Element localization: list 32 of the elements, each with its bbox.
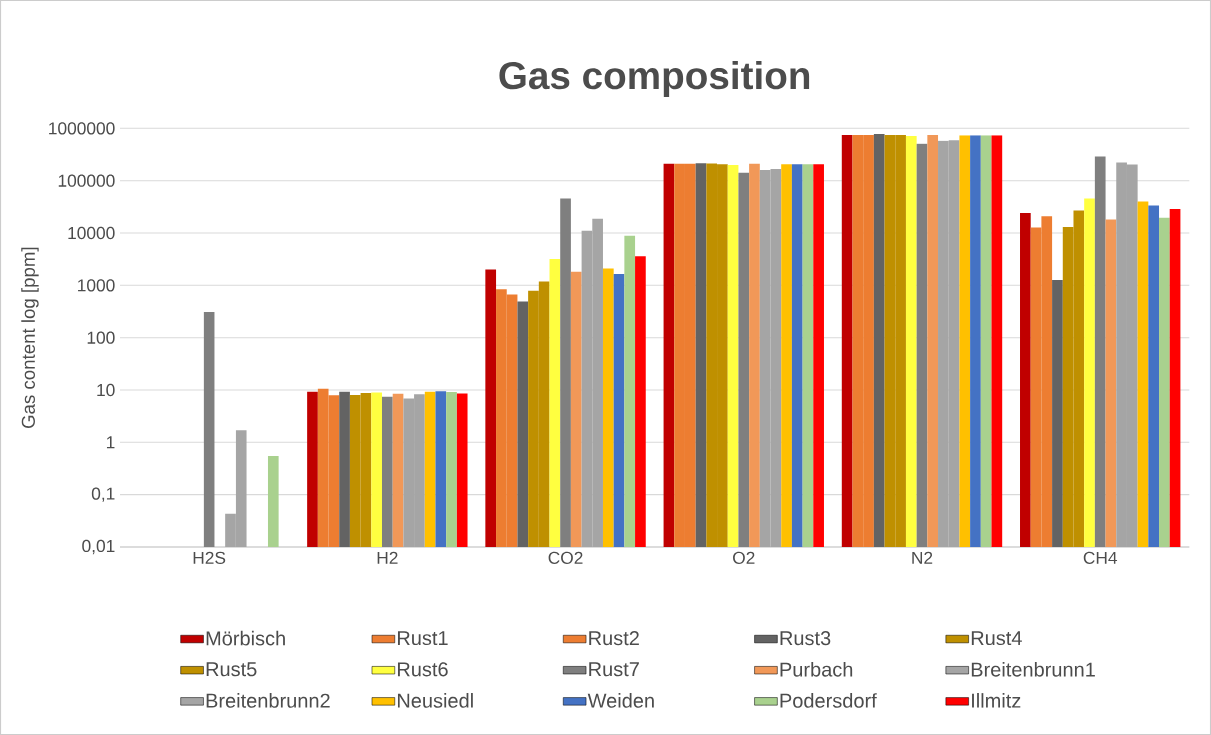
chart-title: Gas composition bbox=[499, 60, 810, 97]
y-tick-label: 1000000 bbox=[49, 122, 115, 135]
x-tick-label: O2 bbox=[733, 551, 755, 564]
y-tick-label: 1000 bbox=[78, 279, 115, 292]
y-tick-label: 100000 bbox=[58, 174, 115, 187]
legend-label: Rust3 bbox=[780, 631, 831, 646]
legend-label: Rust5 bbox=[206, 662, 257, 677]
legend-label: Breitenbrunn1 bbox=[971, 661, 1095, 677]
y-tick-label: 10000 bbox=[68, 226, 115, 240]
legend-label: Purbach bbox=[780, 661, 853, 677]
x-tick-label: H2S bbox=[193, 551, 226, 564]
x-tick-label: CH4 bbox=[1083, 551, 1118, 564]
y-tick-label: 10 bbox=[97, 383, 115, 397]
x-tick-label: CO2 bbox=[548, 551, 583, 564]
y-tick-label: 0,01 bbox=[82, 539, 115, 555]
legend-label: Mörbisch bbox=[206, 630, 285, 646]
legend-label: Rust1 bbox=[397, 631, 448, 646]
legend-label: Illmitz bbox=[972, 693, 1021, 708]
legend-label: Weiden bbox=[587, 693, 654, 708]
y-tick-label: 1 bbox=[106, 436, 115, 449]
legend-label: Podersdorf bbox=[780, 693, 877, 708]
legend-label: Neusiedl bbox=[397, 693, 473, 708]
y-axis-title: Gas content log [ppm] bbox=[21, 247, 39, 429]
y-tick-label: 0,1 bbox=[91, 487, 115, 502]
x-tick-label: N2 bbox=[912, 551, 933, 564]
legend-label: Rust4 bbox=[971, 631, 1022, 646]
y-tick-label: 100 bbox=[87, 331, 115, 344]
legend-label: Rust7 bbox=[589, 662, 639, 677]
legend-label: Rust2 bbox=[589, 631, 639, 646]
x-tick-label: H2 bbox=[377, 551, 398, 564]
legend-label: Rust6 bbox=[397, 662, 448, 677]
legend-label: Breitenbrunn2 bbox=[206, 693, 330, 708]
